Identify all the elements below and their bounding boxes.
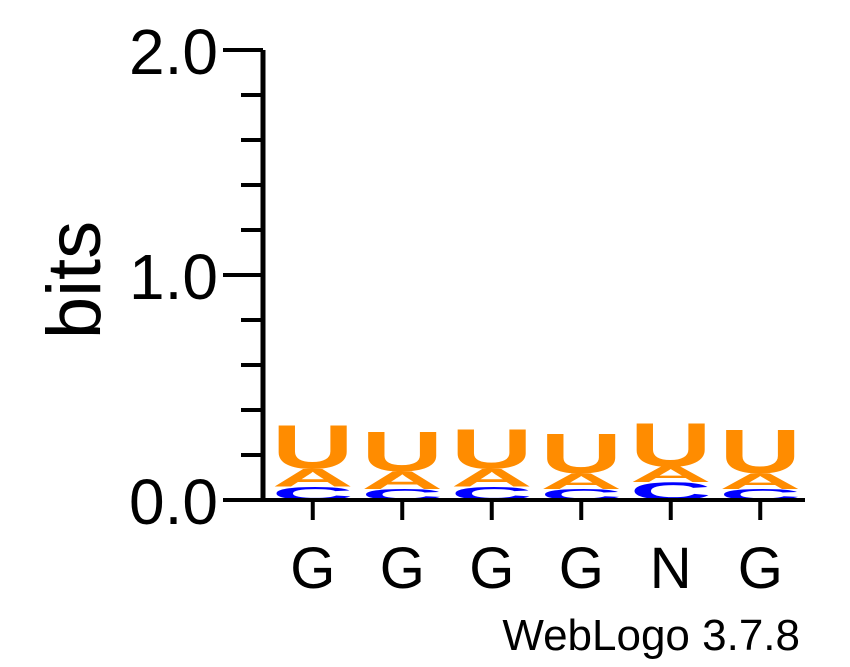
letter-a: A: [719, 469, 801, 493]
x-tick-label: G: [380, 536, 425, 601]
letter-stack: CAU: [540, 422, 622, 503]
letter-stack: CAU: [451, 418, 533, 505]
weblogo-footer: WebLogo 3.7.8: [502, 611, 800, 660]
letter-u: U: [630, 410, 712, 480]
letter-stack: CAU: [272, 412, 354, 504]
x-tick-label: G: [559, 536, 604, 601]
y-tick-label: 2.0: [129, 16, 218, 88]
letter-u: U: [451, 418, 533, 481]
letter-u: U: [540, 422, 622, 485]
letter-a: A: [451, 464, 533, 492]
letter-u: U: [719, 417, 801, 487]
letter-stack: CAU: [719, 417, 801, 504]
y-tick-label: 1.0: [129, 241, 218, 313]
y-axis: 0.0 1.0 2.0: [129, 16, 266, 538]
x-tick-label: G: [290, 536, 335, 601]
letter-a: A: [361, 466, 443, 494]
letter-a: A: [540, 469, 622, 493]
x-tick-label: G: [469, 536, 514, 601]
y-axis-label: bits: [32, 221, 117, 339]
letter-stack: CAU: [630, 410, 712, 505]
letter-a: A: [630, 462, 712, 486]
letter-a: A: [272, 464, 354, 492]
x-tick-label: N: [650, 536, 692, 601]
x-tick-label: G: [738, 536, 783, 601]
y-tick-label: 0.0: [129, 466, 218, 538]
letter-u: U: [361, 420, 443, 483]
letter-stack: CAU: [361, 420, 443, 504]
letter-u: U: [272, 412, 354, 482]
